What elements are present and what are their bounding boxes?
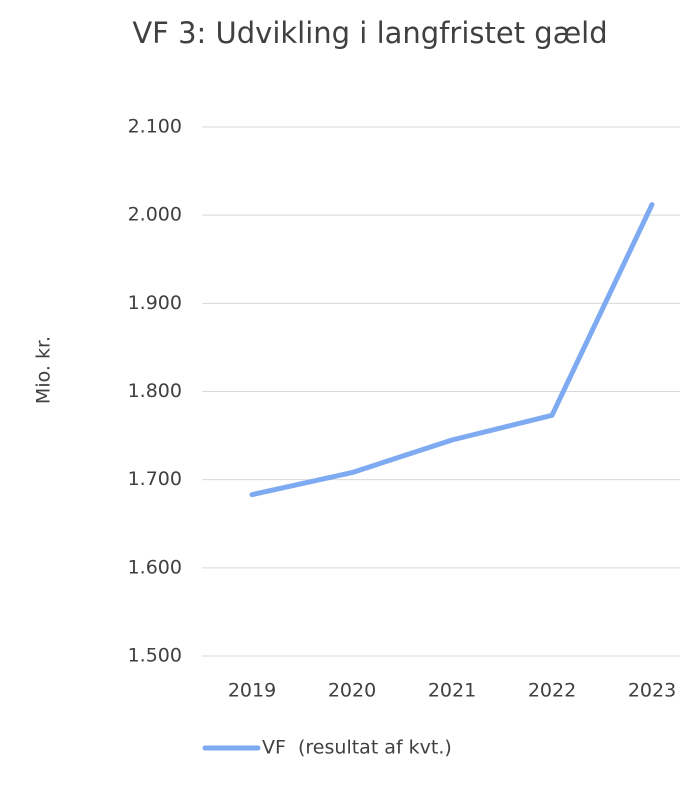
y-tick-label: 1.900 <box>128 292 182 314</box>
y-tick-label: 1.500 <box>128 645 182 667</box>
y-tick-label: 2.100 <box>128 116 182 138</box>
x-tick-label: 2022 <box>528 680 576 702</box>
y-tick-label: 1.700 <box>128 468 182 490</box>
y-axis-label: Mio. kr. <box>33 336 55 404</box>
y-tick-label: 1.600 <box>128 556 182 578</box>
legend-label: VF (resultat af kvt.) <box>262 737 452 759</box>
data-line <box>249 202 655 498</box>
chart-title: VF 3: Udvikling i langfristet gæld <box>132 16 608 50</box>
y-tick-label: 2.000 <box>128 204 182 226</box>
x-tick-label: 2023 <box>628 680 676 702</box>
y-tick-label: 1.800 <box>128 380 182 402</box>
x-tick-label: 2019 <box>228 680 276 702</box>
x-tick-label: 2020 <box>328 680 376 702</box>
x-tick-label: 2021 <box>428 680 476 702</box>
